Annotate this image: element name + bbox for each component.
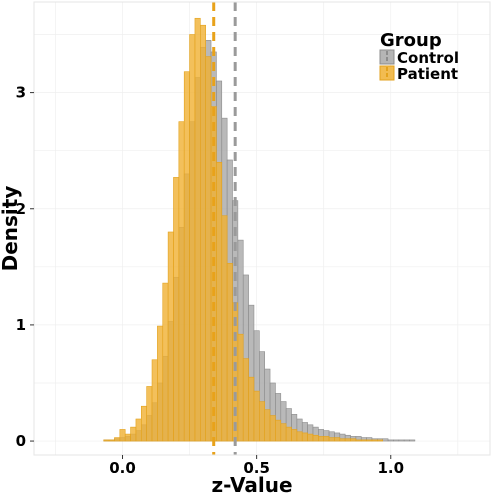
bar-control: [403, 439, 410, 442]
bar-patient: [140, 405, 147, 442]
bar-patient: [377, 439, 384, 442]
bar-patient: [323, 436, 330, 442]
bar-patient: [312, 434, 319, 442]
bar-patient: [296, 431, 303, 442]
bar-patient: [108, 439, 115, 442]
bar-patient: [275, 419, 282, 442]
bar-patient: [167, 231, 174, 442]
bar-patient: [216, 161, 223, 442]
bar-patient: [285, 426, 292, 442]
bar-patient: [130, 426, 137, 442]
y-axis-title: Density: [0, 186, 22, 272]
bar-patient: [344, 438, 351, 442]
x-tick-label: 0.5: [243, 459, 270, 477]
bar-patient: [264, 409, 271, 442]
bar-patient: [328, 437, 335, 442]
bar-patient: [103, 439, 110, 442]
x-axis-title: z-Value: [211, 473, 292, 494]
bar-patient: [146, 386, 153, 442]
bar-patient: [189, 34, 196, 442]
bar-control: [387, 439, 394, 442]
bar-patient: [194, 17, 201, 442]
bar-control: [398, 439, 405, 442]
bar-patient: [205, 56, 212, 442]
bar-patient: [355, 439, 362, 442]
legend-label-control: Control: [397, 49, 459, 67]
bar-patient: [248, 376, 255, 442]
bar-patient: [350, 438, 357, 442]
x-tick-label: 1.0: [377, 459, 404, 477]
legend-label-patient: Patient: [397, 65, 458, 83]
bar-patient: [280, 423, 287, 442]
bar-patient: [339, 438, 346, 442]
bar-patient: [178, 121, 185, 442]
bar-patient: [157, 325, 164, 442]
bar-patient: [124, 433, 131, 442]
bar-patient: [173, 177, 180, 442]
bar-patient: [119, 429, 126, 442]
bar-patient: [135, 418, 142, 442]
bar-patient: [237, 333, 244, 442]
bar-patient: [301, 432, 308, 442]
axes: 0.0 0.5 1.0 0 1 2 3: [16, 1, 491, 477]
bar-control: [382, 438, 389, 442]
bar-patient: [259, 401, 265, 442]
series-control: [103, 40, 416, 442]
legend-title: Group: [380, 30, 442, 51]
bar-patient: [200, 24, 206, 442]
bar-patient: [371, 439, 378, 442]
y-tick-label: 0: [16, 432, 26, 450]
bar-patient: [360, 439, 367, 442]
bar-patient: [307, 433, 314, 442]
plot-panel-border: [33, 1, 491, 456]
bar-patient: [242, 358, 249, 442]
bar-patient: [162, 282, 169, 442]
bar-patient: [334, 437, 341, 442]
y-tick-label: 1: [16, 316, 26, 334]
mean-lines: [212, 2, 237, 455]
y-tick-label: 2: [16, 200, 26, 218]
bar-patient: [269, 415, 276, 442]
bar-control: [393, 439, 400, 442]
bar-patient: [291, 429, 298, 442]
bar-patient: [226, 263, 233, 442]
bar-patient: [183, 71, 190, 442]
histogram-bars: [103, 17, 416, 442]
x-tick-label: 0.0: [109, 459, 136, 477]
bar-control: [409, 439, 416, 442]
y-tick-label: 3: [16, 84, 26, 102]
bar-patient: [114, 437, 121, 442]
bar-patient: [366, 439, 373, 442]
bar-patient: [253, 390, 260, 442]
bar-patient: [151, 359, 158, 442]
bar-patient: [318, 436, 324, 442]
bar-patient: [221, 215, 228, 442]
series-patient: [103, 17, 384, 442]
